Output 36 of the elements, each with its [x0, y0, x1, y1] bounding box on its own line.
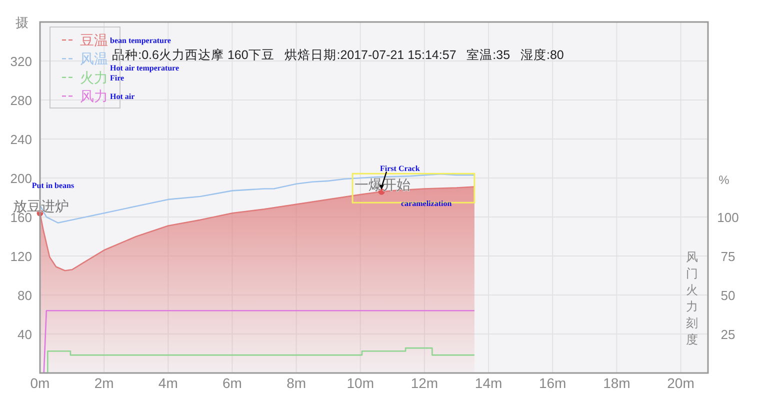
y-tick-label: 240 [10, 132, 32, 147]
annotation: Hot air temperature [110, 64, 180, 73]
annotation: bean temperature [110, 36, 172, 45]
y-tick-label: 200 [10, 171, 32, 186]
y-tick-label: 120 [10, 249, 32, 264]
annotation: First Crack [380, 164, 420, 173]
legend-label: 风温 [80, 50, 108, 67]
x-tick-label: 10m [346, 375, 374, 391]
x-tick-label: 6m [222, 375, 242, 391]
annotation: Fire [110, 73, 125, 82]
vertical-note: 风门火力刻度 [686, 250, 698, 346]
x-tick-label: 20m [667, 375, 694, 391]
x-tick-label: 14m [474, 375, 502, 391]
x-tick-label: 0m [30, 375, 50, 391]
x-tick-label: 12m [410, 375, 438, 391]
annotation: Hot air [110, 92, 136, 102]
legend-label: 豆温 [80, 32, 108, 48]
x-tick-label: 8m [286, 375, 306, 391]
y-tick-label: 320 [10, 54, 32, 69]
y-tick-label: 40 [18, 327, 32, 342]
x-tick-label: 16m [538, 375, 566, 391]
x-tick-label: 18m [603, 375, 630, 391]
y2-tick-label: 100 [717, 210, 739, 225]
y-axis-title: 摄 [16, 15, 28, 30]
legend-label: 火力 [80, 69, 108, 86]
legend-label: 风力 [80, 88, 108, 104]
y2-tick-label: 75 [720, 249, 736, 264]
y-tick-label: 80 [18, 288, 32, 303]
y2-tick-label: 25 [720, 327, 736, 342]
x-tick-label: 2m [94, 375, 114, 391]
y-tick-label: 280 [10, 93, 32, 108]
y2-axis-title: % [718, 173, 730, 187]
y2-tick-label: 50 [720, 288, 736, 303]
annotation: caramelization [401, 199, 452, 208]
x-tick-label: 4m [158, 375, 178, 391]
annotation: Put in beans [32, 181, 74, 190]
